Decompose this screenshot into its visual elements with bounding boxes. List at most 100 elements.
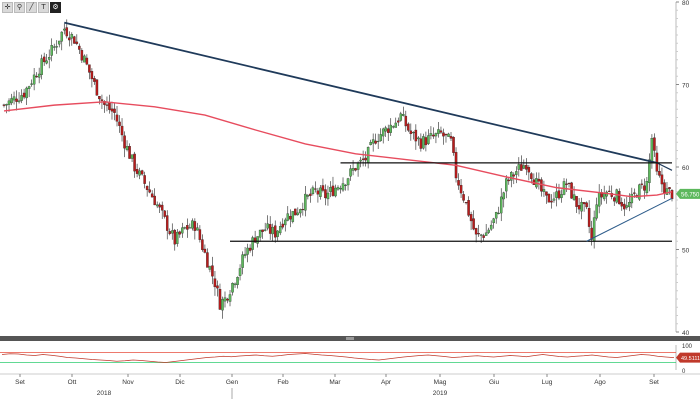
candle-body <box>615 189 619 203</box>
candle-body <box>419 138 423 149</box>
candle-body <box>263 229 267 231</box>
candle-body <box>294 208 297 216</box>
settings-icon[interactable]: ⚙ <box>50 2 61 13</box>
candle-body <box>135 169 139 174</box>
candle-body <box>452 136 455 153</box>
candle-body <box>37 73 41 78</box>
candle-body <box>399 113 403 121</box>
candle-body <box>620 202 624 207</box>
candle-body <box>389 124 392 133</box>
candle-body <box>178 231 182 235</box>
candle-body <box>628 201 631 208</box>
candle-body <box>582 202 586 205</box>
candle-body <box>394 122 398 128</box>
candle-body <box>346 178 350 186</box>
candle-body <box>236 277 239 285</box>
draw-line-icon[interactable]: ╱ <box>26 2 37 13</box>
candle-body <box>115 114 119 122</box>
candle-body <box>218 289 222 310</box>
candle-body <box>22 92 26 98</box>
candle-body <box>248 247 252 251</box>
rsi-tick-label: 0 <box>682 369 686 375</box>
candle-body <box>314 188 317 190</box>
candle-body <box>653 137 656 151</box>
candle-body <box>238 268 242 276</box>
candle-body <box>138 170 141 176</box>
descending-trendline <box>64 21 658 164</box>
candle-body <box>638 184 641 200</box>
candle-body <box>464 202 468 204</box>
candle-body <box>75 41 79 44</box>
candle-body <box>625 205 629 208</box>
candle-body <box>469 214 473 222</box>
candle-body <box>374 140 377 144</box>
candle-body <box>113 108 116 113</box>
candle-body <box>27 86 31 89</box>
last-price-badge <box>676 188 700 199</box>
candle-body <box>271 226 274 235</box>
candle-body <box>633 192 636 194</box>
zoom-icon[interactable]: ⚲ <box>14 2 25 13</box>
candle-body <box>47 57 51 60</box>
candle-body <box>110 108 114 112</box>
candle-body <box>640 183 644 185</box>
candle-body <box>494 211 498 219</box>
candle-body <box>32 74 36 85</box>
candle-body <box>434 133 438 137</box>
text-icon[interactable]: T <box>38 2 49 13</box>
candle-body <box>540 179 543 192</box>
price-axis: 80 70 60 50 40 56.750 <box>675 0 700 337</box>
candle-body <box>391 126 395 128</box>
candle-body <box>15 98 18 102</box>
candle-body <box>45 60 48 64</box>
candle-body <box>40 58 43 75</box>
candle-body <box>316 190 320 195</box>
candle-body <box>213 278 217 288</box>
candle-body <box>527 166 531 173</box>
candle-body <box>590 227 593 240</box>
candle-body <box>276 230 279 237</box>
candle-body <box>233 283 237 286</box>
candle-body <box>35 76 38 78</box>
candle-body <box>65 27 69 37</box>
candle-body <box>474 228 478 235</box>
candle-body <box>133 153 136 172</box>
candle-body <box>273 225 277 238</box>
candle-body <box>5 104 8 106</box>
panel-divider-handle <box>346 337 354 340</box>
candle-body <box>379 134 382 142</box>
candle-body <box>228 294 232 302</box>
candle-body <box>299 209 302 214</box>
price-tick-label: 60 <box>682 165 690 172</box>
candle-body <box>223 297 227 302</box>
candle-body <box>186 225 189 230</box>
candle-body <box>193 221 197 231</box>
candle-body <box>281 223 285 228</box>
candle-body <box>489 224 493 230</box>
candle-body <box>188 227 192 229</box>
candle-body <box>30 83 33 85</box>
last-price-label: 56.750 <box>681 192 700 198</box>
crosshair-icon[interactable]: ✛ <box>2 2 13 13</box>
candle-body <box>381 128 385 137</box>
month-label: Ott <box>68 379 77 386</box>
candle-body <box>447 133 450 137</box>
candle-body <box>206 252 209 268</box>
candle-body <box>643 185 646 191</box>
candle-body <box>414 129 418 142</box>
candle-body <box>522 165 526 169</box>
candle-body <box>402 114 405 116</box>
candle-body <box>537 178 541 182</box>
candle-body <box>120 125 124 136</box>
rsi-value-badge <box>676 352 700 363</box>
candle-body <box>572 194 576 200</box>
candle-body <box>407 123 410 131</box>
candle-body <box>25 87 28 99</box>
candle-body <box>597 192 601 207</box>
candle-body <box>123 135 126 149</box>
candle-body <box>499 196 503 214</box>
price-tick-label: 70 <box>682 83 690 90</box>
candle-body <box>442 132 445 137</box>
candle-body <box>520 164 523 171</box>
